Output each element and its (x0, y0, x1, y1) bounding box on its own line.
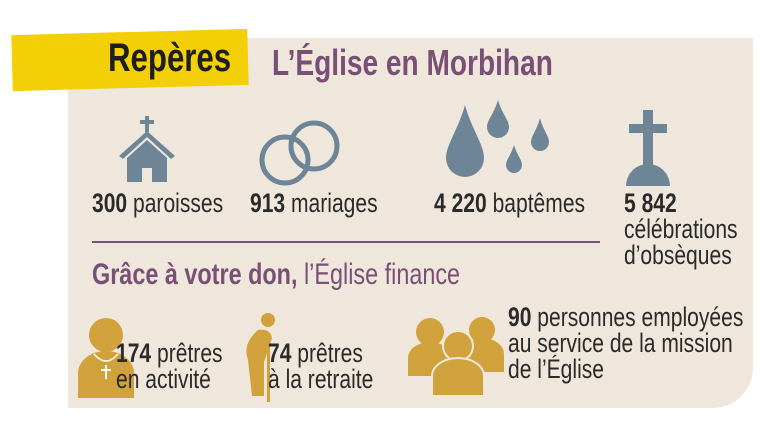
stat-personnes-employees: 90 personnes employées au service de la m… (508, 302, 744, 384)
stat-pretres-activite: 174 prêtres en activité (116, 338, 223, 394)
priest-icon (78, 318, 134, 398)
elderly-person-icon (246, 313, 275, 402)
finance-heading: Grâce à votre don, l’Église finance (92, 258, 461, 291)
water-drops-icon (446, 100, 549, 177)
stat-pretres-retraite: 74 prêtres à la retraite (268, 338, 374, 394)
page-title: L’Église en Morbihan (272, 42, 553, 83)
stat-obseques: 5 842 célébrations d’obsèques (624, 188, 738, 270)
stat-mariages: 913 mariages (250, 188, 378, 218)
rings-icon (259, 120, 340, 186)
church-icon (119, 116, 175, 182)
stat-baptemes: 4 220 baptêmes (434, 188, 586, 218)
stat-paroisses: 300 paroisses (92, 188, 224, 218)
infographic-panel (68, 38, 753, 408)
group-people-icon (408, 317, 504, 396)
grave-cross-icon (626, 110, 670, 186)
divider (92, 241, 600, 243)
tag-label: Repères (108, 36, 232, 80)
